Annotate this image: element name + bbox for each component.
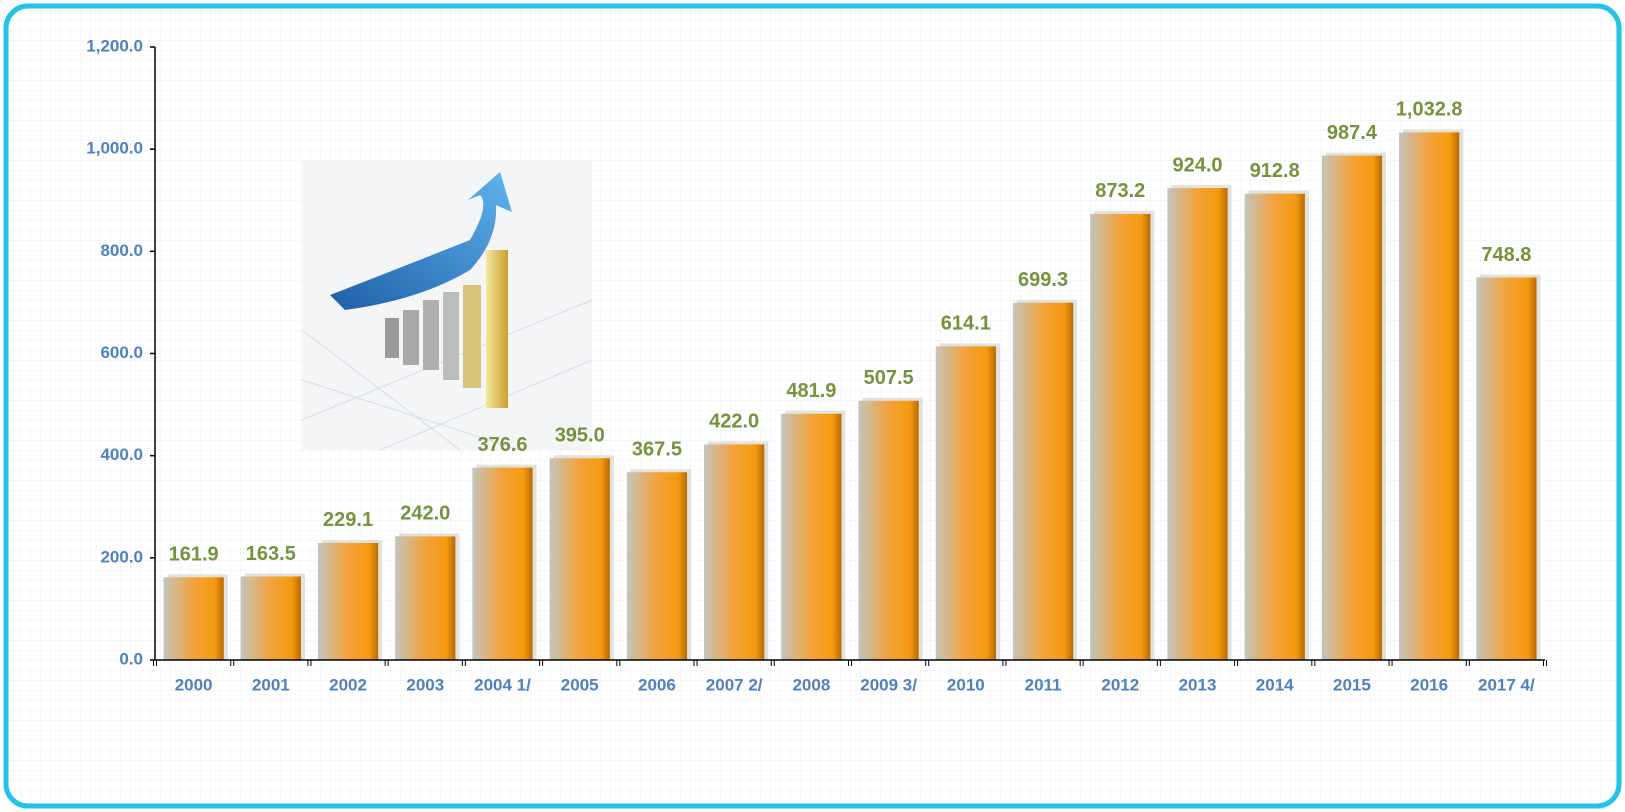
x-tick-label: 2009 3/: [860, 675, 917, 694]
illustration: [301, 160, 593, 451]
y-tick-label: 600.0: [100, 343, 143, 362]
x-tick-label: 2014: [1256, 675, 1294, 694]
y-tick-label: 1,000.0: [86, 139, 143, 158]
value-label: 873.2: [1095, 180, 1145, 202]
bar: [781, 413, 842, 660]
x-tick-label: 2012: [1101, 675, 1139, 694]
bar: [1012, 302, 1074, 660]
value-label: 395.0: [555, 425, 605, 447]
value-label: 242.0: [400, 503, 450, 525]
value-label: 912.8: [1250, 160, 1300, 182]
x-tick-label: 2003: [406, 675, 444, 694]
value-label: 481.9: [786, 380, 836, 402]
value-label: 924.0: [1172, 154, 1222, 176]
value-label: 163.5: [246, 543, 296, 565]
bar: [704, 444, 765, 660]
bar: [1167, 187, 1228, 661]
x-tick-label: 2010: [947, 675, 985, 694]
x-tick-label: 2013: [1179, 675, 1217, 694]
y-tick-label: 200.0: [100, 547, 143, 566]
x-tick-label: 2006: [638, 675, 676, 694]
bar: [1399, 132, 1460, 661]
value-label: 229.1: [323, 509, 373, 531]
value-label: 422.0: [709, 411, 759, 433]
x-tick-label: 2001: [252, 675, 290, 694]
x-tick-label: 2002: [329, 675, 367, 694]
bar: [1090, 213, 1151, 660]
bar: [1476, 277, 1537, 660]
bar: [1321, 155, 1383, 661]
value-label: 376.6: [477, 434, 527, 456]
y-tick-label: 400.0: [100, 445, 143, 464]
value-label: 161.9: [169, 544, 219, 566]
bar: [395, 536, 456, 660]
value-label: 699.3: [1018, 269, 1068, 291]
y-tick-label: 1,200.0: [86, 36, 143, 55]
x-tick-label: 2011: [1025, 675, 1062, 694]
bar: [626, 472, 688, 660]
bar: [472, 467, 533, 660]
y-tick-label: 800.0: [100, 241, 143, 260]
x-tick-label: 2015: [1333, 675, 1371, 694]
value-label: 748.8: [1481, 244, 1531, 266]
x-tick-label: 2000: [175, 675, 213, 694]
bar: [240, 576, 301, 660]
bar: [317, 542, 379, 660]
value-label: 614.1: [941, 313, 991, 335]
x-tick-label: 2007 2/: [706, 675, 763, 694]
x-tick-label: 2004 1/: [474, 675, 531, 694]
bar: [549, 458, 610, 660]
x-tick-label: 2005: [561, 675, 599, 694]
x-tick-label: 2017 4/: [1478, 675, 1535, 694]
value-label: 367.5: [632, 439, 682, 461]
value-label: 1,032.8: [1396, 99, 1463, 121]
value-label: 987.4: [1327, 122, 1378, 144]
bar: [858, 400, 919, 660]
x-tick-label: 2016: [1410, 675, 1448, 694]
bar: [935, 346, 996, 660]
y-tick-label: 0.0: [119, 649, 143, 668]
x-tick-label: 2008: [792, 675, 830, 694]
bar: [163, 577, 224, 660]
bar: [1244, 193, 1305, 660]
value-label: 507.5: [864, 367, 914, 389]
